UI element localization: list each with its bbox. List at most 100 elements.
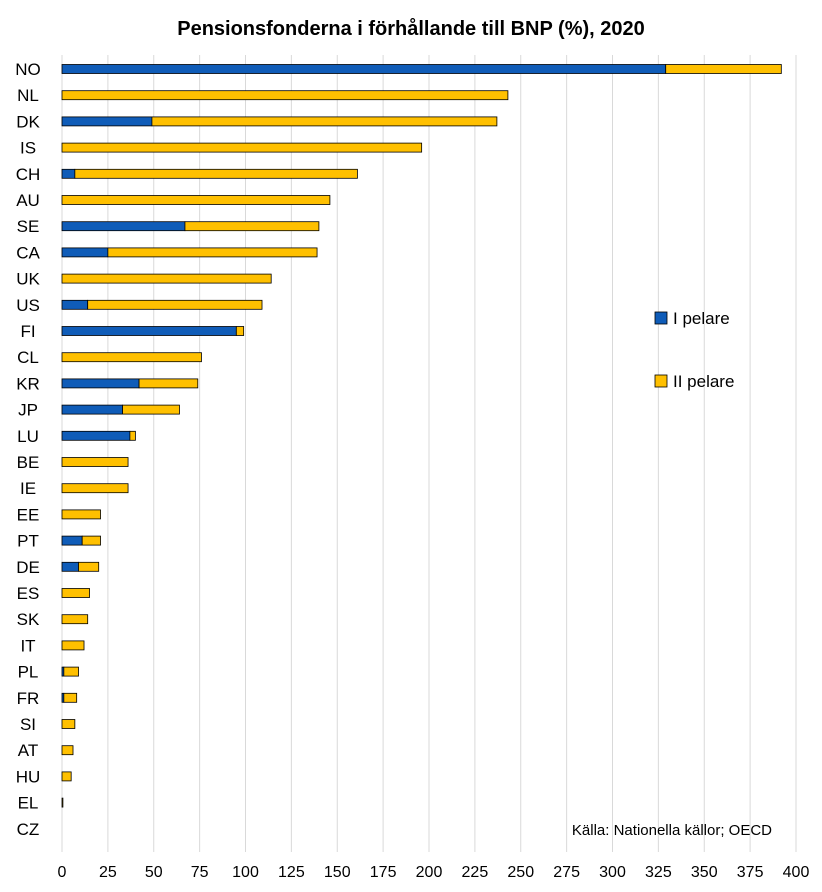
x-tick-label-350: 350 (691, 864, 718, 881)
category-label-at: AT (18, 741, 38, 760)
x-tick-label-325: 325 (645, 864, 672, 881)
category-label-pl: PL (18, 663, 39, 682)
bar-es-ii-pelare (61, 588, 90, 598)
x-tick-label-225: 225 (462, 864, 489, 881)
legend: I pelare II pelare (654, 309, 734, 391)
bar-ch-ii-pelare (74, 168, 358, 179)
bar-el-ii-pelare (61, 797, 64, 808)
bar-ca-i-pelare (61, 247, 109, 258)
bar-fi-ii-pelare (235, 326, 245, 336)
x-tick-label-200: 200 (416, 864, 443, 881)
category-label-ca: CA (16, 243, 40, 262)
category-label-se: SE (17, 217, 40, 236)
x-tick-label-25: 25 (99, 864, 117, 881)
bar-dk-i-pelare (61, 116, 153, 127)
legend-swatch-ii-pelare (654, 374, 668, 388)
category-labels: NO NL DK IS CH AU SE CA UK US FI CL KR JP LU BE IE EE PT DE… (15, 60, 41, 839)
x-tick-label-50: 50 (145, 864, 163, 881)
bar-kr-ii-pelare (138, 378, 199, 389)
category-label-de: DE (16, 558, 40, 577)
x-tick-label-75: 75 (191, 864, 209, 881)
bar-de-i-pelare (61, 561, 79, 572)
bar-nl-ii-pelare (61, 90, 509, 101)
category-label-kr: KR (16, 374, 40, 393)
bar-be-ii-pelare (61, 457, 129, 467)
category-label-cl: CL (17, 348, 39, 367)
bar-cl-ii-pelare (61, 352, 202, 363)
category-label-fr: FR (17, 689, 40, 708)
bar-fr-ii-pelare (63, 692, 78, 703)
bar-us-ii-pelare (87, 299, 263, 310)
x-tick-label-300: 300 (599, 864, 626, 881)
category-label-nl: NL (17, 86, 39, 105)
bar-kr-i-pelare (61, 378, 140, 389)
bar-si-ii-pelare (61, 719, 76, 729)
gridlines (61, 55, 797, 852)
bar-au-ii-pelare (61, 195, 331, 205)
category-label-au: AU (16, 191, 40, 210)
x-tick-label-125: 125 (278, 864, 305, 881)
bar-ca-ii-pelare (107, 247, 318, 258)
category-label-is: IS (20, 139, 36, 158)
bar-us-i-pelare (61, 299, 89, 310)
legend-label-ii-pelare: II pelare (673, 372, 734, 391)
category-label-si: SI (20, 715, 36, 734)
bar-ee-ii-pelare (61, 509, 101, 520)
bar-no-ii-pelare (665, 64, 782, 74)
bar-ch-i-pelare (61, 168, 76, 179)
bar-at-ii-pelare (61, 745, 74, 756)
bar-no-i-pelare (61, 64, 667, 74)
x-tick-label-375: 375 (737, 864, 764, 881)
category-label-dk: DK (16, 112, 40, 131)
category-label-no: NO (15, 60, 41, 79)
category-label-pt: PT (17, 532, 39, 551)
category-label-ee: EE (17, 505, 40, 524)
category-label-lu: LU (17, 427, 39, 446)
category-label-uk: UK (16, 270, 40, 289)
bars (61, 64, 782, 808)
bar-it-ii-pelare (61, 640, 85, 651)
x-tick-label-0: 0 (58, 864, 67, 881)
x-tick-label-275: 275 (553, 864, 580, 881)
bar-fi-i-pelare (61, 326, 237, 336)
source-annotation: Källa: Nationella källor; OECD (572, 822, 772, 839)
category-label-ie: IE (20, 479, 36, 498)
bar-hu-ii-pelare (61, 771, 72, 782)
category-label-hu: HU (16, 767, 41, 786)
bar-jp-ii-pelare (122, 404, 180, 415)
category-label-fi: FI (20, 322, 35, 341)
bar-pt-ii-pelare (81, 535, 101, 546)
x-tick-label-100: 100 (232, 864, 259, 881)
bar-se-i-pelare (61, 221, 186, 232)
bar-lu-i-pelare (61, 430, 131, 441)
bar-ie-ii-pelare (61, 483, 129, 494)
bar-lu-ii-pelare (129, 430, 136, 441)
x-tick-label-400: 400 (783, 864, 810, 881)
bar-jp-i-pelare (61, 404, 123, 415)
x-tick-label-175: 175 (370, 864, 397, 881)
bar-pt-i-pelare (61, 535, 83, 546)
x-tick-label-250: 250 (507, 864, 534, 881)
bar-dk-ii-pelare (151, 116, 498, 127)
category-label-cz: CZ (17, 820, 40, 839)
category-label-jp: JP (18, 401, 38, 420)
legend-label-i-pelare: I pelare (673, 309, 730, 328)
category-label-sk: SK (17, 610, 40, 629)
category-label-it: IT (20, 636, 35, 655)
bar-sk-ii-pelare (61, 614, 89, 625)
chart-title: Pensionsfonderna i förhållande till BNP … (177, 18, 645, 40)
category-label-el: EL (18, 794, 39, 813)
category-label-es: ES (17, 584, 40, 603)
x-tick-label-150: 150 (324, 864, 351, 881)
bar-uk-ii-pelare (61, 273, 272, 284)
category-label-be: BE (17, 453, 40, 472)
category-label-ch: CH (16, 165, 41, 184)
bar-se-ii-pelare (184, 221, 320, 232)
legend-swatch-i-pelare (654, 311, 668, 325)
x-axis-tick-labels: 0 25 50 75 100 125 150 175 200 225 250 275 300 325 350… (58, 864, 810, 881)
bar-is-ii-pelare (61, 142, 423, 153)
category-label-us: US (16, 296, 40, 315)
bar-de-ii-pelare (78, 561, 100, 572)
bar-pl-ii-pelare (63, 666, 79, 677)
